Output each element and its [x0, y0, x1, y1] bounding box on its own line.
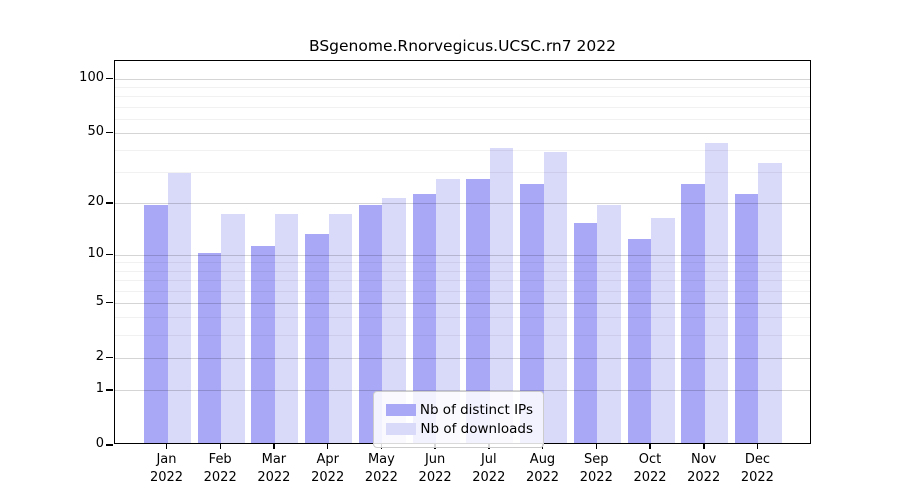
bar-distinct-ips [681, 184, 705, 443]
gridline-minor [115, 150, 810, 152]
bar-distinct-ips [520, 184, 544, 443]
bar-distinct-ips [466, 178, 490, 443]
bar-distinct-ips [197, 252, 222, 443]
gridline-major [115, 390, 810, 391]
gridline-minor [115, 290, 810, 292]
x-tick-mark [649, 444, 651, 449]
bar-distinct-ips [627, 239, 651, 443]
x-tick-label: Apr 2022 [311, 452, 345, 485]
bar-downloads [597, 205, 621, 443]
y-tick-mark [106, 77, 113, 80]
gridline-minor [115, 86, 810, 88]
y-tick-mark [106, 202, 113, 204]
x-tick-mark [326, 444, 329, 449]
x-tick-label: Feb 2022 [203, 452, 237, 485]
y-tick-mark [106, 389, 113, 391]
y-tick-label: 50 [87, 123, 104, 139]
legend-item-downloads: Nb of downloads [386, 421, 533, 437]
gridline-major [115, 357, 810, 359]
chart-title: BSgenome.Rnorvegicus.UCSC.rn7 2022 [308, 37, 616, 55]
bar-downloads [489, 148, 514, 443]
y-tick-mark [106, 444, 113, 446]
bar-downloads [651, 218, 675, 443]
bar-distinct-ips [251, 245, 275, 443]
x-tick-label: Jul 2022 [472, 452, 506, 485]
legend-label-downloads: Nb of downloads [420, 421, 533, 437]
bar-distinct-ips [305, 233, 329, 443]
x-tick-label: Aug 2022 [525, 452, 560, 485]
gridline-minor [115, 317, 810, 319]
gridline-minor [115, 172, 810, 174]
y-tick-label: 10 [87, 245, 104, 261]
x-tick-label: Sep 2022 [579, 452, 613, 485]
gridline-minor [115, 262, 810, 264]
bar-downloads [274, 213, 299, 443]
bar-distinct-ips [573, 222, 598, 443]
gridline-major [115, 254, 810, 256]
x-tick-mark [273, 444, 275, 449]
bar-downloads [167, 173, 191, 443]
y-tick-label: 5 [95, 293, 104, 309]
gridline-minor [115, 279, 810, 281]
bar-downloads [221, 213, 245, 443]
x-tick-mark [165, 444, 168, 449]
bar-downloads [436, 178, 460, 443]
bar-distinct-ips [144, 205, 168, 443]
bar-downloads [704, 142, 729, 443]
gridline-minor [115, 334, 810, 336]
y-tick-label: 2 [95, 348, 104, 364]
gridline-major [115, 78, 810, 80]
x-tick-label: Oct 2022 [633, 452, 667, 485]
gridline-major [115, 302, 810, 304]
x-tick-mark [756, 444, 759, 449]
bar-downloads [758, 163, 782, 443]
gridline-major [115, 132, 810, 134]
bar-distinct-ips [734, 194, 759, 443]
x-tick-mark [595, 444, 597, 449]
plot-area [114, 60, 811, 444]
y-tick-label: 0 [95, 436, 104, 451]
x-tick-label: Mar 2022 [257, 452, 291, 485]
y-tick-mark [106, 253, 113, 256]
x-tick-label: Jan 2022 [149, 452, 184, 485]
legend-swatch-downloads [386, 423, 416, 435]
x-tick-label: Nov 2022 [687, 452, 721, 485]
y-tick-label: 100 [79, 69, 104, 85]
legend-swatch-distinct-ips [386, 404, 416, 416]
gridline-minor [115, 270, 810, 272]
gridline-minor [115, 96, 810, 98]
y-tick-label: 20 [87, 194, 104, 210]
bar-distinct-ips [412, 194, 437, 443]
x-tick-label: Jun 2022 [418, 452, 452, 485]
bar-layer [115, 61, 810, 443]
legend-item-distinct-ips: Nb of distinct IPs [386, 402, 533, 418]
bar-downloads [382, 197, 406, 443]
x-tick-label: May 2022 [364, 452, 398, 485]
grid-layer [115, 61, 810, 443]
legend: Nb of distinct IPs Nb of downloads [373, 391, 544, 448]
bar-distinct-ips [358, 205, 383, 443]
bar-downloads [543, 152, 567, 443]
y-tick-mark [106, 131, 113, 134]
bar-downloads [328, 213, 353, 443]
y-tick-mark [106, 356, 113, 359]
x-tick-label: Dec 2022 [740, 452, 774, 485]
x-tick-mark [703, 444, 705, 449]
gridline-major [115, 203, 810, 205]
x-tick-mark [219, 444, 221, 449]
legend-label-distinct-ips: Nb of distinct IPs [419, 402, 533, 418]
y-tick-mark [106, 301, 113, 304]
y-tick-label: 1 [95, 381, 104, 396]
gridline-minor [115, 106, 810, 108]
gridline-minor [115, 118, 810, 120]
